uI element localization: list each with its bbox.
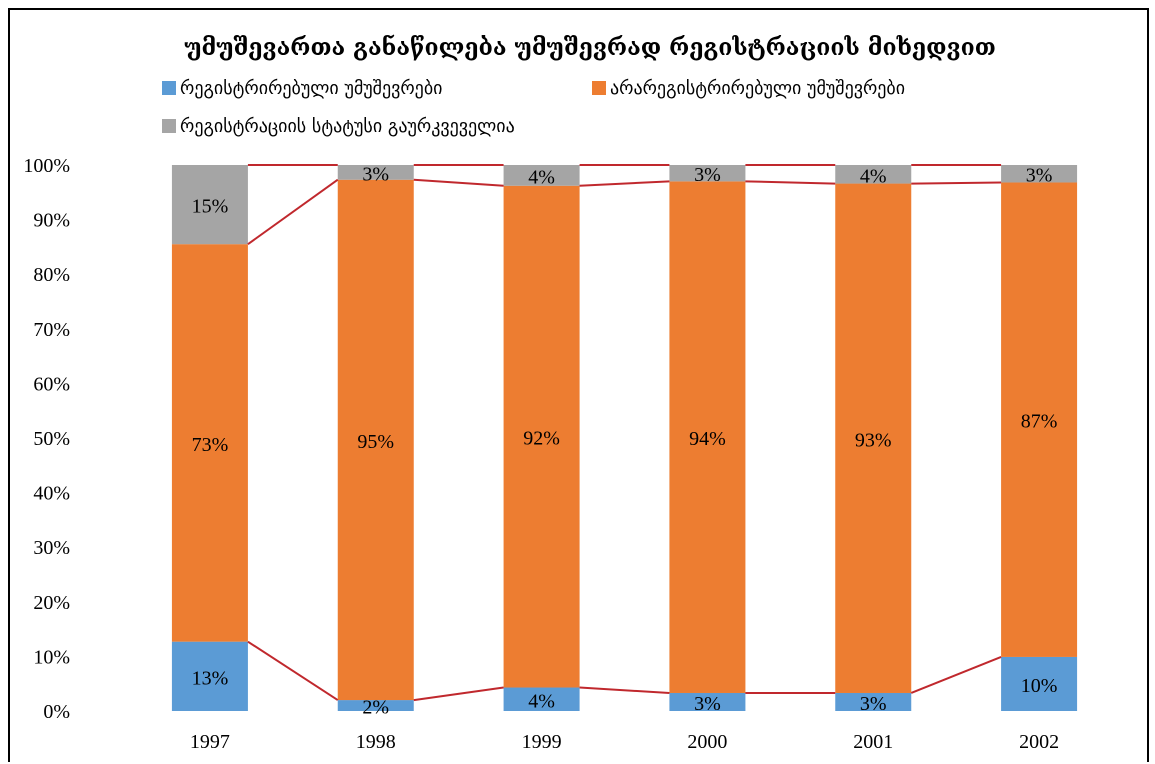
data-label: 3% — [1026, 165, 1053, 187]
y-tick-label: 0% — [43, 701, 70, 723]
data-label: 2% — [362, 697, 389, 719]
bar-segment — [337, 700, 414, 711]
legend-swatch-3 — [162, 119, 176, 133]
y-tick-label: 70% — [33, 319, 70, 341]
legend-label-2: არარეგისტრირებული უმუშევრები — [610, 78, 905, 99]
series-line — [247, 640, 339, 701]
x-tick-label: 2000 — [687, 731, 727, 753]
y-tick-label: 80% — [33, 264, 70, 286]
bar-segment — [171, 165, 248, 245]
legend-swatch-2 — [592, 81, 606, 95]
series-line — [579, 686, 670, 694]
x-tick-label: 1998 — [356, 731, 396, 753]
data-label: 95% — [357, 431, 394, 453]
legend: რეგისტრირებული უმუშევრები არარეგისტრირებუ… — [162, 78, 905, 137]
bar-segment — [1001, 182, 1078, 657]
y-tick-label: 30% — [33, 537, 70, 559]
x-tick-label: 1999 — [522, 731, 562, 753]
legend-swatch-1 — [162, 81, 176, 95]
bar-segment — [835, 165, 912, 184]
data-label: 4% — [860, 165, 887, 187]
y-tick-label: 20% — [33, 592, 70, 614]
data-label: 93% — [855, 429, 892, 451]
x-tick-label: 2001 — [853, 731, 893, 753]
y-tick-label: 40% — [33, 483, 70, 505]
bar-segment — [503, 185, 580, 688]
bar-segment — [171, 244, 248, 642]
legend-label-3: რეგისტრაციის სტატუსი გაურკვეველია — [180, 116, 515, 137]
x-tick-label: 1997 — [190, 731, 230, 753]
legend-label-1: რეგისტრირებული უმუშევრები — [180, 78, 442, 99]
chart-title: უმუშევართა განაწილება უმუშევრად რეგისტრა… — [184, 34, 996, 61]
data-label: 3% — [362, 163, 389, 185]
y-tick-label: 90% — [33, 210, 70, 232]
series-line — [910, 656, 1002, 694]
data-label: 87% — [1021, 411, 1058, 433]
bar-segment — [171, 641, 248, 711]
data-label: 92% — [523, 428, 560, 450]
bar-segment — [337, 165, 414, 180]
data-label: 13% — [192, 667, 229, 689]
data-label: 4% — [528, 166, 555, 188]
series-line — [579, 180, 670, 187]
bar-segment — [1001, 656, 1078, 711]
x-tick-label: 2002 — [1019, 731, 1059, 753]
y-tick-label: 100% — [23, 155, 70, 177]
series-line — [745, 180, 836, 185]
bar-segment — [835, 692, 912, 711]
series-line — [247, 178, 339, 245]
data-label: 3% — [694, 164, 721, 186]
bar-segment — [503, 687, 580, 711]
y-tick-label: 60% — [33, 373, 70, 395]
series-line — [413, 686, 504, 702]
bar-segment — [337, 179, 414, 701]
data-label: 73% — [192, 434, 229, 456]
bar-segment — [1001, 165, 1078, 183]
bar-segment — [669, 181, 746, 693]
series-line — [413, 178, 504, 187]
data-label: 3% — [694, 693, 721, 715]
y-tick-label: 10% — [33, 646, 70, 668]
plot-area: 0% 10% 20% 30% 40% 50% 60% 70% 80% 90% 100% 13% 73% 1… — [23, 155, 1078, 753]
stacked-bar-chart: უმუშევართა განაწილება უმუშევრად რეგისტრა… — [23, 34, 1078, 753]
bar-segment — [503, 165, 580, 186]
y-tick-label: 50% — [33, 428, 70, 450]
bar-segment — [669, 692, 746, 711]
bar-segment — [835, 183, 912, 693]
series-line — [911, 181, 1002, 185]
data-label: 15% — [192, 196, 229, 218]
data-label: 4% — [528, 690, 555, 712]
data-label: 3% — [860, 693, 887, 715]
data-label: 10% — [1021, 675, 1058, 697]
bar-segment — [669, 165, 746, 182]
data-label: 94% — [689, 428, 726, 450]
chart-frame: უმუშევართა განაწილება უმუშევრად რეგისტრა… — [8, 8, 1149, 762]
